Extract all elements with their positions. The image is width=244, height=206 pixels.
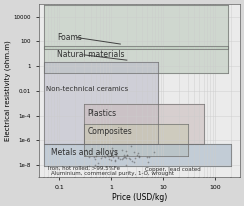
Point	[118, 158, 122, 161]
Point	[133, 156, 137, 160]
Point	[114, 149, 118, 152]
X-axis label: Price (USD/kg): Price (USD/kg)	[112, 193, 167, 202]
Point	[110, 148, 114, 151]
Text: Iron, hot rolled, >99.5%Fe: Iron, hot rolled, >99.5%Fe	[48, 165, 120, 170]
Point	[137, 156, 141, 159]
Point	[124, 163, 128, 166]
Point	[106, 154, 110, 158]
Point	[112, 155, 115, 158]
Point	[92, 156, 96, 159]
Point	[124, 156, 128, 159]
Point	[137, 154, 141, 157]
Text: Metals and alloys: Metals and alloys	[51, 148, 118, 157]
Point	[130, 159, 134, 163]
Point	[120, 157, 124, 160]
Point	[83, 154, 87, 157]
Point	[135, 153, 139, 157]
Point	[136, 151, 140, 155]
Point	[146, 160, 150, 163]
Point	[125, 154, 129, 157]
Point	[109, 158, 112, 162]
Point	[93, 163, 97, 167]
Polygon shape	[84, 124, 188, 156]
Point	[127, 157, 131, 160]
Point	[96, 161, 100, 164]
Point	[122, 156, 126, 159]
Polygon shape	[44, 5, 228, 49]
Point	[116, 156, 120, 159]
Point	[123, 155, 127, 158]
Point	[124, 150, 128, 153]
Point	[132, 161, 136, 164]
Point	[110, 153, 114, 157]
Point	[84, 148, 88, 151]
Point	[108, 151, 112, 154]
Polygon shape	[44, 62, 158, 144]
Point	[128, 158, 132, 161]
Point	[87, 165, 91, 168]
Text: Aluminium, commercial purity, 1-O, wrought: Aluminium, commercial purity, 1-O, wroug…	[51, 171, 174, 176]
Point	[94, 155, 98, 158]
Text: Plastics: Plastics	[88, 109, 117, 118]
Point	[122, 153, 126, 157]
Text: Composites: Composites	[88, 127, 132, 136]
Point	[132, 150, 136, 154]
Point	[152, 151, 156, 154]
Y-axis label: Electrical resistivity (ohm.m): Electrical resistivity (ohm.m)	[4, 40, 11, 141]
Point	[103, 155, 107, 158]
Point	[113, 158, 117, 162]
Point	[105, 153, 109, 156]
Polygon shape	[84, 104, 203, 144]
Point	[98, 151, 102, 154]
Point	[100, 154, 104, 158]
Point	[99, 156, 103, 159]
Text: Non-technical ceramics: Non-technical ceramics	[46, 86, 128, 92]
Point	[114, 153, 118, 157]
Polygon shape	[44, 144, 231, 166]
Point	[108, 154, 112, 158]
Text: Copper, lead coated: Copper, lead coated	[145, 167, 201, 172]
Point	[114, 151, 118, 154]
Point	[125, 153, 129, 157]
Point	[129, 144, 133, 147]
Point	[116, 156, 120, 159]
Point	[147, 155, 151, 158]
Text: Natural materials: Natural materials	[57, 50, 124, 59]
Point	[102, 154, 106, 158]
Point	[122, 157, 125, 160]
Polygon shape	[44, 46, 228, 73]
Point	[113, 152, 117, 156]
Point	[110, 153, 114, 157]
Point	[145, 156, 149, 159]
Point	[110, 147, 114, 150]
Point	[93, 157, 97, 160]
Text: Foams: Foams	[57, 33, 82, 42]
Point	[120, 148, 123, 152]
Point	[113, 160, 117, 163]
Point	[108, 157, 112, 160]
Point	[87, 155, 91, 158]
